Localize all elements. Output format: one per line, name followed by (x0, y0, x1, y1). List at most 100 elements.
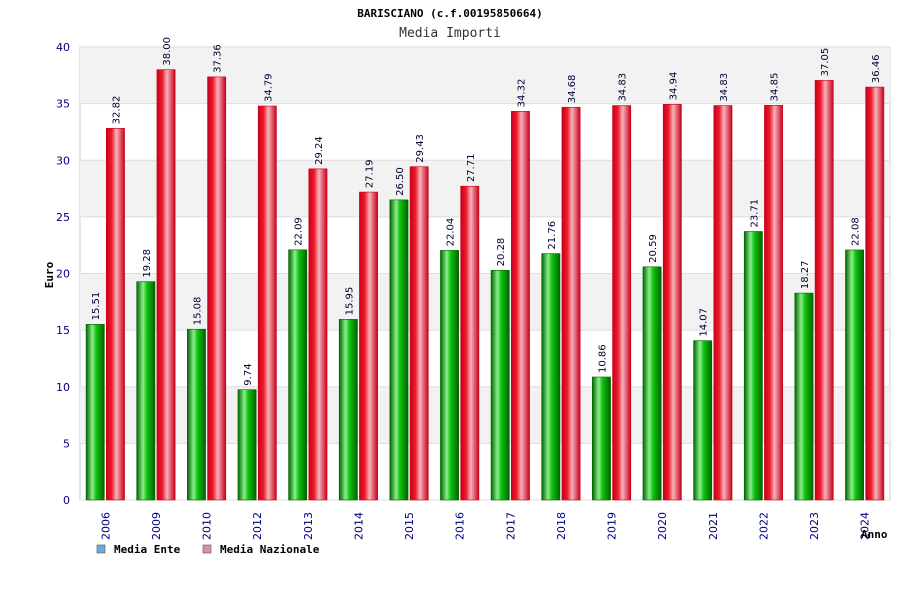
bar-media-ente (440, 250, 459, 501)
y-tick-label: 30 (56, 154, 70, 167)
y-tick-label: 20 (56, 268, 70, 281)
x-tick-label: 2015 (403, 512, 416, 540)
value-labels: 15.51 32.82 19.28 38.00 15.08 37.36 9.74 34.79 2… (91, 37, 882, 386)
x-tick-label: 2009 (150, 512, 163, 540)
bar-media-ente (288, 249, 308, 501)
value-label-ente: 20.59 (648, 234, 659, 263)
value-label-nazionale: 29.43 (415, 134, 426, 163)
bar-media-ente (743, 231, 763, 501)
value-label-ente: 23.71 (749, 199, 760, 228)
x-tick-label: 2016 (454, 512, 467, 540)
y-tick-label: 5 (63, 437, 70, 450)
value-label-nazionale: 34.94 (668, 72, 679, 101)
bar-media-ente (237, 389, 257, 501)
value-label-nazionale: 37.05 (820, 48, 831, 77)
bar-media-nazionale (460, 185, 480, 501)
x-tick-label: 2012 (251, 512, 264, 540)
bar-media-ente (389, 199, 409, 501)
bar-media-nazionale (662, 104, 682, 501)
grid-band (80, 47, 890, 104)
legend: Media Ente Media Nazionale (96, 543, 320, 556)
x-tick-label: 2006 (99, 512, 112, 540)
bar-media-nazionale (865, 86, 885, 501)
value-label-ente: 15.95 (344, 287, 355, 316)
y-axis-label: Euro (43, 261, 56, 288)
x-axis-label: Anno (861, 528, 888, 541)
bar-media-nazionale (612, 105, 632, 501)
y-tick-label: 15 (56, 324, 70, 337)
bar-media-nazionale (561, 106, 581, 501)
y-axis-ticks: 0 5 10 15 20 25 30 35 40 (56, 41, 70, 507)
value-label-nazionale: 27.19 (365, 159, 376, 188)
value-label-nazionale: 34.85 (770, 73, 781, 102)
x-tick-label: 2018 (555, 512, 568, 540)
x-tick-label: 2013 (302, 512, 315, 540)
bar-media-ente (541, 253, 561, 501)
bar-media-nazionale (713, 105, 733, 501)
value-label-nazionale: 37.36 (213, 44, 224, 73)
value-label-ente: 18.27 (800, 260, 811, 289)
y-tick-label: 35 (56, 98, 70, 111)
value-label-nazionale: 34.68 (567, 75, 578, 104)
bar-media-nazionale (106, 128, 125, 501)
x-tick-label: 2019 (606, 512, 619, 540)
value-label-ente: 26.50 (395, 167, 406, 196)
value-label-nazionale: 38.00 (162, 37, 173, 66)
value-label-ente: 9.74 (243, 363, 254, 385)
bar-media-ente (187, 328, 206, 501)
value-label-ente: 19.28 (142, 249, 153, 278)
x-tick-label: 2014 (352, 512, 365, 540)
value-label-ente: 15.08 (192, 297, 203, 326)
value-label-nazionale: 34.83 (719, 73, 730, 102)
bar-media-ente (693, 340, 713, 501)
x-tick-label: 2017 (504, 512, 517, 540)
x-axis-ticks: 2006 2009 2010 2012 2013 2014 2015 2016 2017 2018… (99, 512, 871, 540)
value-label-nazionale: 34.79 (263, 73, 274, 102)
bar-media-nazionale (814, 80, 834, 501)
bar-media-ente (136, 281, 156, 501)
value-label-nazionale: 36.46 (871, 54, 882, 83)
bar-media-ente (592, 376, 611, 501)
bars (85, 69, 885, 501)
value-label-ente: 15.51 (91, 292, 102, 321)
y-tick-label: 10 (56, 381, 70, 394)
bar-media-ente (642, 266, 662, 501)
bar-media-nazionale (409, 166, 429, 501)
value-label-ente: 14.07 (699, 308, 710, 337)
bar-media-ente (794, 292, 814, 501)
value-label-ente: 21.76 (547, 221, 558, 250)
x-tick-label: 2020 (656, 512, 669, 540)
bar-media-nazionale (764, 105, 783, 501)
x-tick-label: 2010 (201, 512, 214, 540)
bar-media-nazionale (156, 69, 176, 501)
x-tick-label: 2022 (757, 512, 770, 540)
bar-media-ente (845, 249, 864, 501)
value-label-nazionale: 32.82 (111, 96, 122, 125)
value-label-ente: 22.09 (294, 217, 305, 246)
legend-label: Media Nazionale (220, 543, 320, 556)
y-tick-label: 0 (63, 494, 70, 507)
value-label-nazionale: 34.83 (618, 73, 629, 102)
bar-media-nazionale (308, 168, 328, 501)
chart-title: BARISCIANO (c.f.00195850664) (357, 7, 542, 20)
x-tick-label: 2024 (859, 512, 872, 540)
legend-label: Media Ente (114, 543, 181, 556)
value-label-ente: 22.08 (851, 217, 862, 246)
bar-media-ente (85, 324, 105, 501)
value-label-nazionale: 29.24 (314, 136, 325, 165)
x-tick-label: 2023 (808, 512, 821, 540)
y-tick-label: 40 (56, 41, 70, 54)
value-label-ente: 10.86 (597, 344, 608, 373)
value-label-ente: 22.04 (446, 218, 457, 247)
bar-media-ente (338, 319, 358, 501)
bar-media-nazionale (257, 105, 277, 501)
legend-swatch (96, 544, 106, 554)
value-label-nazionale: 34.32 (516, 79, 527, 108)
bar-media-ente (490, 270, 510, 501)
bar-media-nazionale (207, 76, 227, 501)
bar-media-nazionale (359, 191, 378, 501)
value-label-ente: 20.28 (496, 238, 507, 267)
y-tick-label: 25 (56, 211, 70, 224)
chart-subtitle: Media Importi (399, 26, 501, 41)
